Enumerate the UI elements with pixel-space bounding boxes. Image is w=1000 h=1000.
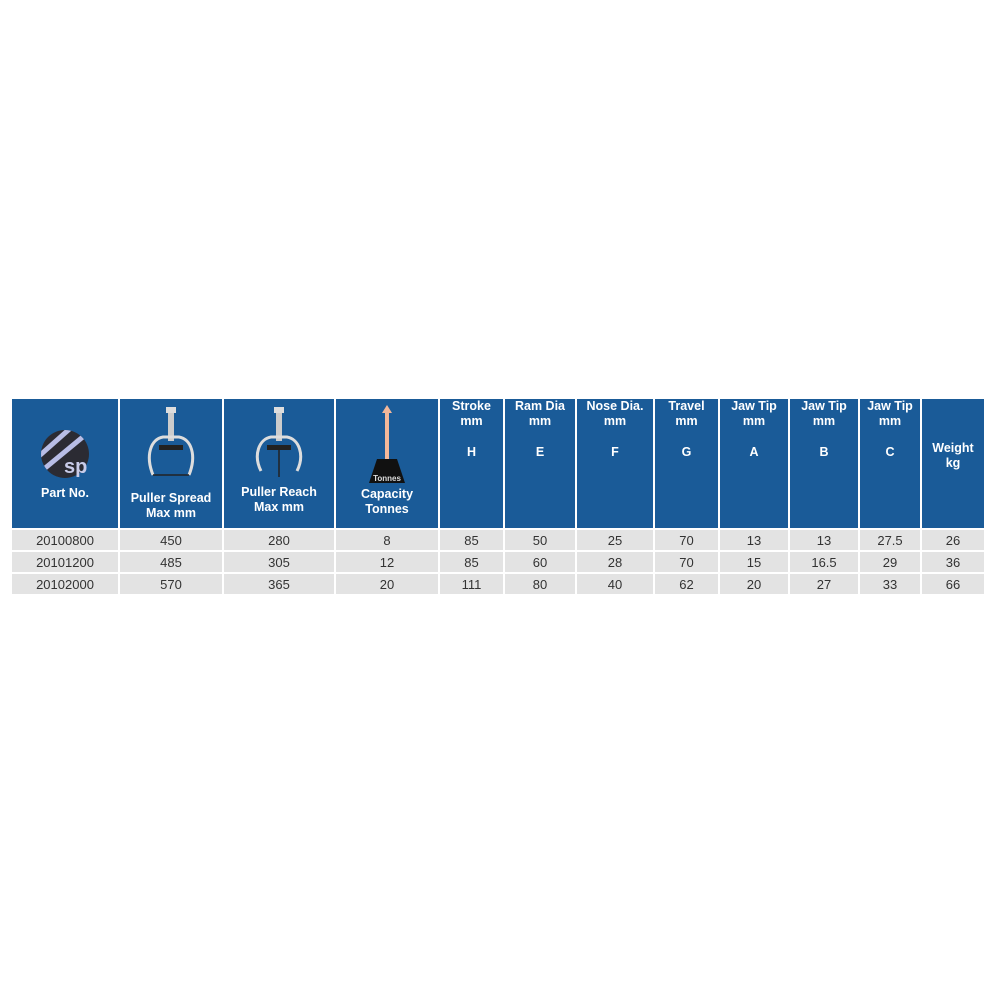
weight-arrow-icon: Tonnes	[369, 405, 405, 483]
table-cell: 365	[224, 574, 334, 594]
col-letter: G	[681, 445, 692, 459]
col-label: Nose Dia.	[586, 399, 644, 413]
col-unit: mm	[878, 414, 902, 428]
col-unit: mm	[812, 414, 836, 428]
col-label: Travel	[668, 399, 705, 413]
table-cell: 485	[120, 552, 222, 572]
table-cell: 66	[922, 574, 984, 594]
header-nose-dia: Nose Dia. mm F	[577, 399, 653, 528]
table-cell: 85	[440, 530, 503, 550]
spec-table: sp Part No. Puller Spread Max mm	[10, 397, 986, 596]
table-cell: 70	[655, 530, 718, 550]
table-cell: 85	[440, 552, 503, 572]
table-cell: 50	[505, 530, 575, 550]
header-part-no: sp Part No.	[12, 399, 118, 528]
table-cell: 12	[336, 552, 438, 572]
col-label: Stroke	[452, 399, 491, 413]
table-cell: 20	[336, 574, 438, 594]
col-unit: mm	[460, 414, 483, 428]
capacity-label-2: Tonnes	[365, 502, 409, 516]
spread-label-2: Max mm	[145, 506, 197, 520]
reach-label-1: Puller Reach	[241, 485, 317, 499]
header-row: sp Part No. Puller Spread Max mm	[12, 399, 984, 528]
table-cell: 305	[224, 552, 334, 572]
col-label: Ram Dia	[514, 399, 566, 413]
table-cell: 20101200	[12, 552, 118, 572]
header-capacity: Tonnes Capacity Tonnes	[336, 399, 438, 528]
header-ram-dia: Ram Dia mm E	[505, 399, 575, 528]
table-cell: 28	[577, 552, 653, 572]
puller-reach-icon	[255, 407, 303, 477]
table-cell: 62	[655, 574, 718, 594]
table-cell: 20102000	[12, 574, 118, 594]
header-puller-spread: Puller Spread Max mm	[120, 399, 222, 528]
table-cell: 20100800	[12, 530, 118, 550]
header-weight: Weight kg	[922, 399, 984, 528]
table-row: 20101200 485 305 12 85 60 28 70 15 16.5 29 36	[12, 552, 984, 572]
table-cell: 26	[922, 530, 984, 550]
table-cell: 27	[790, 574, 858, 594]
header-jaw-tip-b: Jaw Tip mm B	[790, 399, 858, 528]
table-cell: 15	[720, 552, 788, 572]
table-cell: 111	[440, 574, 503, 594]
table-cell: 36	[922, 552, 984, 572]
table-cell: 40	[577, 574, 653, 594]
header-jaw-tip-a: Jaw Tip mm A	[720, 399, 788, 528]
col-unit: kg	[945, 456, 961, 470]
table-row: 20102000 570 365 20 111 80 40 62 20 27 33 66	[12, 574, 984, 594]
spread-label-1: Puller Spread	[130, 491, 212, 505]
col-label: Jaw Tip	[731, 399, 777, 413]
col-unit: mm	[528, 414, 552, 428]
col-label: Weight	[932, 441, 974, 455]
col-letter: F	[611, 445, 619, 459]
table-row: 20100800 450 280 8 85 50 25 70 13 13 27.5 26	[12, 530, 984, 550]
table-cell: 13	[790, 530, 858, 550]
table-cell: 29	[860, 552, 920, 572]
col-letter: A	[749, 445, 759, 459]
table-cell: 33	[860, 574, 920, 594]
table-cell: 20	[720, 574, 788, 594]
table-cell: 80	[505, 574, 575, 594]
sp-logo-icon: sp	[41, 430, 89, 478]
table-cell: 450	[120, 530, 222, 550]
table-cell: 25	[577, 530, 653, 550]
col-letter: C	[885, 445, 895, 459]
part-no-label: Part No.	[41, 486, 89, 500]
header-stroke: Stroke mm H	[440, 399, 503, 528]
col-letter: H	[466, 445, 477, 459]
puller-spread-icon	[147, 407, 195, 476]
table-cell: 27.5	[860, 530, 920, 550]
col-unit: mm	[603, 414, 627, 428]
col-unit: mm	[742, 414, 766, 428]
reach-label-2: Max mm	[253, 500, 305, 514]
logo-text: sp	[64, 456, 87, 478]
col-unit: mm	[675, 414, 698, 428]
col-label: Jaw Tip	[867, 399, 913, 413]
table-cell: 8	[336, 530, 438, 550]
table-cell: 13	[720, 530, 788, 550]
header-jaw-tip-c: Jaw Tip mm C	[860, 399, 920, 528]
col-letter: E	[535, 445, 545, 459]
table-cell: 570	[120, 574, 222, 594]
table-cell: 60	[505, 552, 575, 572]
col-label: Jaw Tip	[801, 399, 847, 413]
table-body: 20100800 450 280 8 85 50 25 70 13 13 27.5 26 2010120…	[12, 530, 984, 594]
col-letter: B	[819, 445, 829, 459]
capacity-label-1: Capacity	[360, 487, 414, 501]
header-travel: Travel mm G	[655, 399, 718, 528]
table-cell: 16.5	[790, 552, 858, 572]
header-puller-reach: Puller Reach Max mm	[224, 399, 334, 528]
table-cell: 280	[224, 530, 334, 550]
weight-icon-label: Tonnes	[373, 474, 401, 483]
table-cell: 70	[655, 552, 718, 572]
